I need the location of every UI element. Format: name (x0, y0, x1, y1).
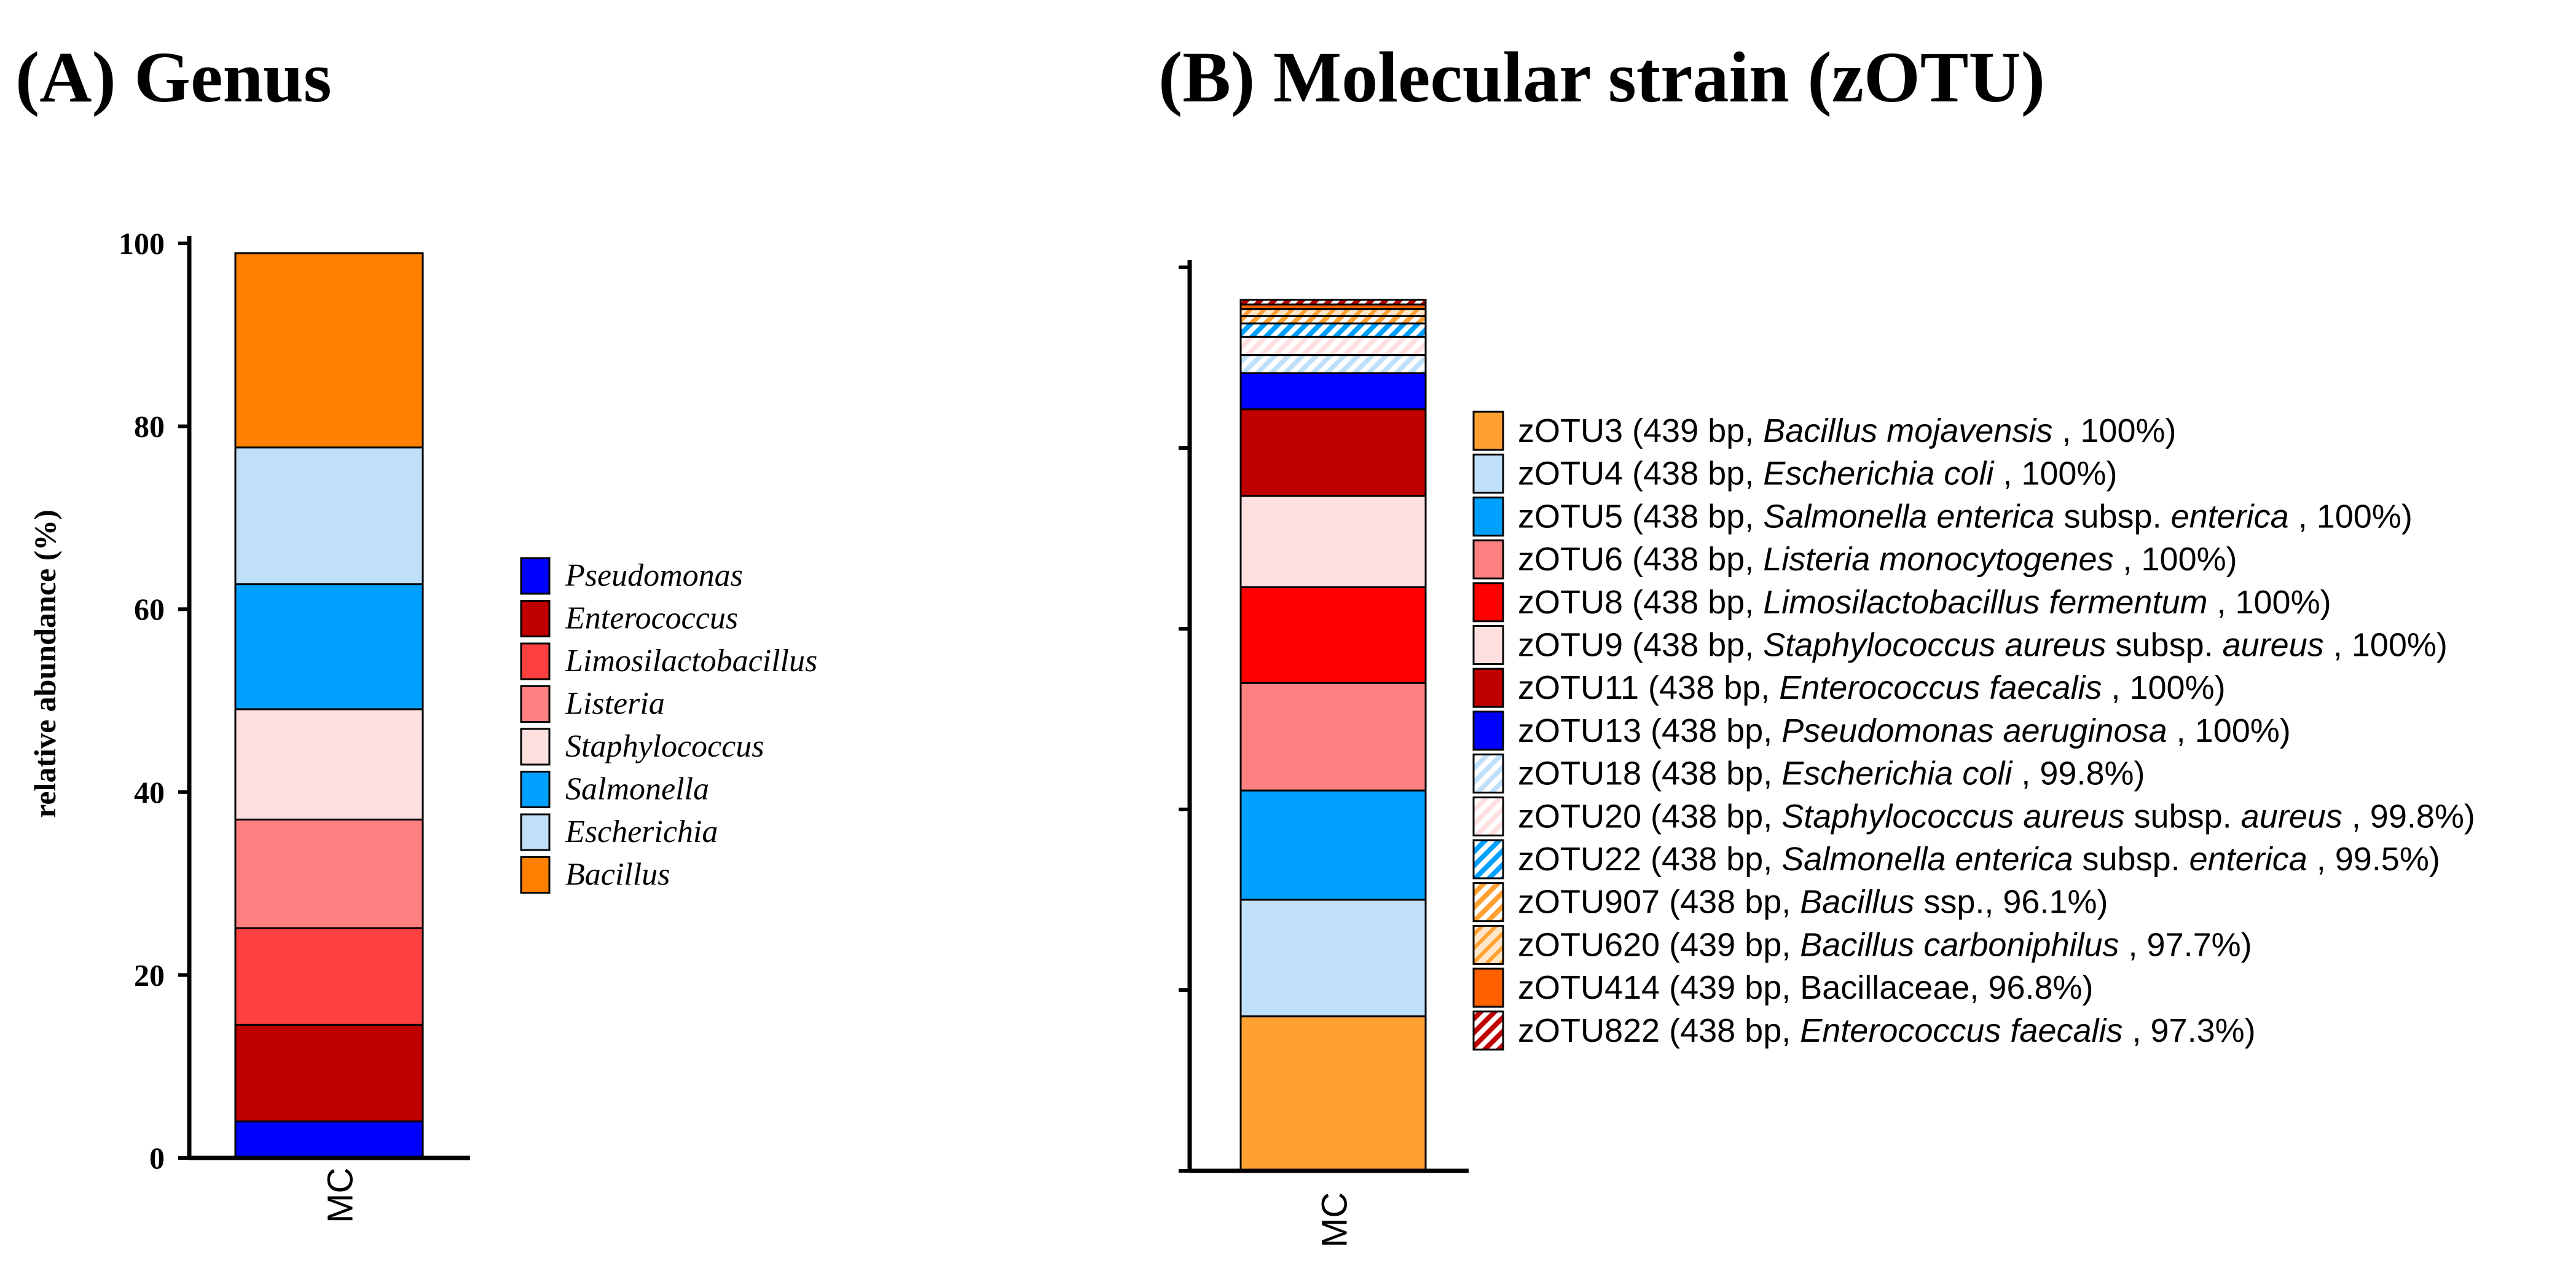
legend-swatch-zotu414 (1472, 967, 1504, 1008)
legend-swatch-zotu3 (1472, 411, 1504, 451)
bar-segment-zotu20 (1239, 336, 1427, 356)
y-axis-label: relative abundance (%) (28, 510, 62, 818)
legend-swatch-zotu4 (1472, 454, 1504, 494)
legend-swatch-zotu907 (1472, 882, 1504, 923)
legend-label-enterococcus: Enterococcus (565, 601, 738, 636)
legend-swatch-staphylococcus (520, 728, 551, 766)
y-tick-label: 80 (134, 409, 165, 444)
panel-b-title: (B) Molecular strain (zOTU) (1158, 37, 2045, 117)
genus-stacked-bar (234, 252, 424, 1159)
legend-swatch-zotu5 (1472, 496, 1504, 537)
legend-label-zotu6: zOTU6 (438 bp, Listeria monocytogenes , … (1518, 541, 2237, 578)
legend-swatch-zotu13 (1472, 710, 1504, 751)
legend-label-zotu22: zOTU22 (438 bp, Salmonella enterica subs… (1518, 841, 2440, 878)
legend-label-zotu11: zOTU11 (438 bp, Enterococcus faecalis , … (1518, 669, 2226, 706)
legend-label-zotu8: zOTU8 (438 bp, Limosilactobacillus ferme… (1518, 584, 2331, 621)
y-tick-label: 40 (134, 775, 165, 809)
legend-swatch-enterococcus (520, 600, 551, 637)
legend-label-staphylococcus: Staphylococcus (565, 729, 764, 764)
legend-label-zotu4: zOTU4 (438 bp, Escherichia coli , 100%) (1518, 455, 2117, 492)
bar-segment-bacillus (234, 252, 424, 449)
legend-swatch-zotu822 (1472, 1010, 1504, 1051)
bar-segment-pseudomonas (234, 1120, 424, 1159)
bar-segment-zotu9 (1239, 495, 1427, 588)
legend-swatch-zotu20 (1472, 796, 1504, 836)
legend-label-zotu620: zOTU620 (439 bp, Bacillus carboniphilus … (1518, 926, 2252, 963)
legend-label-zotu822: zOTU822 (438 bp, Enterococcus faecalis ,… (1518, 1012, 2256, 1049)
legend-label-zotu414: zOTU414 (439 bp, Bacillaceae, 96.8%) (1518, 969, 2094, 1006)
legend-label-listeria: Listeria (565, 687, 665, 722)
bar-segment-zotu5 (1239, 789, 1427, 901)
legend-swatch-zotu18 (1472, 754, 1504, 794)
legend-label-salmonella: Salmonella (565, 772, 709, 807)
bar-segment-zotu22 (1239, 322, 1427, 338)
bar-segment-zotu18 (1239, 354, 1427, 374)
legend-swatch-escherichia (520, 813, 551, 851)
bar-segment-enterococcus (234, 1023, 424, 1123)
bar-segment-zotu13 (1239, 372, 1427, 411)
bar-segment-zotu11 (1239, 408, 1427, 497)
bar-segment-zotu8 (1239, 586, 1427, 684)
legend-label-zotu9: zOTU9 (438 bp, Staphylococcus aureus sub… (1518, 627, 2448, 664)
legend-label-zotu5: zOTU5 (438 bp, Salmonella enterica subsp… (1518, 498, 2413, 535)
legend-swatch-zotu22 (1472, 839, 1504, 880)
bar-segment-salmonella (234, 583, 424, 710)
panel-a-title: (A) Genus (15, 37, 332, 117)
genus-legend: Pseudomonas Enterococcus Limosilactobacill… (520, 557, 817, 894)
legend-swatch-zotu11 (1472, 667, 1504, 708)
legend-swatch-pseudomonas (520, 557, 551, 595)
legend-swatch-listeria (520, 685, 551, 723)
legend-swatch-limosilactobacillus (520, 642, 551, 680)
legend-label-zotu907: zOTU907 (438 bp, Bacillus ssp., 96.1%) (1518, 884, 2108, 921)
legend-label-zotu13: zOTU13 (438 bp, Pseudomonas aeruginosa ,… (1518, 712, 2291, 749)
bar-segment-zotu4 (1239, 899, 1427, 1018)
legend-swatch-salmonella (520, 771, 551, 808)
legend-label-zotu18: zOTU18 (438 bp, Escherichia coli , 99.8%… (1518, 755, 2145, 792)
legend-label-zotu20: zOTU20 (438 bp, Staphylococcus aureus su… (1518, 798, 2475, 835)
bar-segment-zotu620 (1239, 308, 1427, 317)
zotu-legend: zOTU3 (439 bp, Bacillus mojavensis , 100… (1472, 411, 2475, 1051)
bar-segment-staphylococcus (234, 708, 424, 821)
bar-segment-zotu3 (1239, 1015, 1427, 1172)
y-tick-label: 60 (134, 592, 165, 626)
legend-swatch-zotu8 (1472, 582, 1504, 623)
bar-segment-limosilactobacillus (234, 927, 424, 1026)
legend-label-escherichia: Escherichia (565, 814, 718, 849)
zotu-stacked-bar (1239, 299, 1427, 1172)
legend-label-pseudomonas: Pseudomonas (565, 558, 743, 593)
bar-segment-escherichia (234, 446, 424, 586)
bar-segment-zotu6 (1239, 682, 1427, 792)
bar-segment-listeria (234, 818, 424, 929)
legend-label-bacillus: Bacillus (565, 857, 670, 892)
legend-label-zotu3: zOTU3 (439 bp, Bacillus mojavensis , 100… (1518, 412, 2176, 449)
y-tick-label: 0 (149, 1141, 165, 1175)
panel-genus: (A) Genus relative abundance (%) 0 20 40 60… (15, 37, 817, 1223)
bar-segment-zotu822 (1239, 299, 1427, 305)
legend-swatch-bacillus (520, 856, 551, 894)
legend-label-limosilactobacillus: Limosilactobacillus (565, 643, 817, 679)
y-tick-label: 100 (119, 226, 165, 261)
legend-swatch-zotu9 (1472, 625, 1504, 665)
genus-y-axis: 0 20 40 60 80 100 (119, 226, 470, 1175)
genus-category-label: MC (320, 1168, 360, 1223)
y-tick-label: 20 (134, 958, 165, 992)
bar-segment-zotu907 (1239, 315, 1427, 325)
legend-swatch-zotu620 (1472, 924, 1504, 965)
zotu-y-axis (1179, 260, 1469, 1173)
panel-zotu: (B) Molecular strain (zOTU) MC zOTU3 (43… (1158, 37, 2475, 1248)
zotu-category-label: MC (1314, 1192, 1354, 1248)
legend-swatch-zotu6 (1472, 539, 1504, 580)
